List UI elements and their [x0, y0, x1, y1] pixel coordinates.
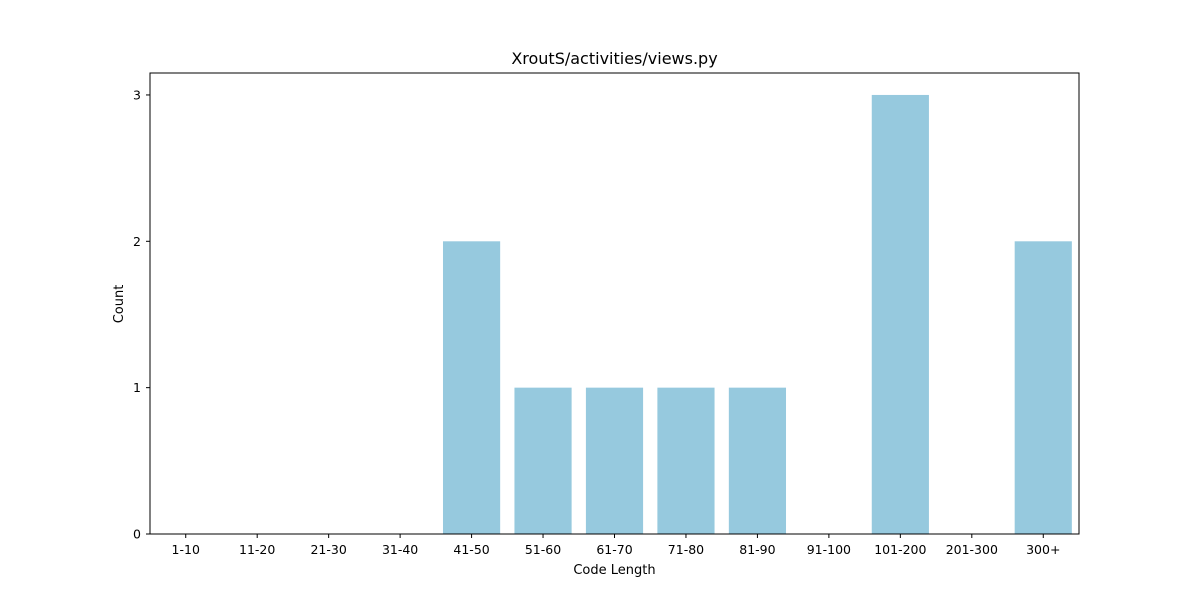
chart-title: XroutS/activities/views.py: [511, 49, 717, 68]
x-tick-label: 41-50: [453, 542, 489, 557]
bar-51-60: [514, 387, 572, 534]
x-tick-label: 51-60: [525, 542, 561, 557]
bar-81-90: [728, 387, 787, 534]
y-tick-label: 3: [133, 87, 141, 102]
x-tick-label: 71-80: [668, 542, 704, 557]
x-tick-label: 81-90: [739, 542, 775, 557]
y-axis-label: Count: [112, 285, 127, 324]
x-axis-label: Code Length: [573, 563, 655, 578]
x-tick-label: 300+: [1026, 542, 1060, 557]
bar-61-70: [585, 387, 644, 534]
x-tick-label: 61-70: [596, 542, 632, 557]
y-axis-ticks: 0 1 2 3: [133, 87, 150, 542]
y-tick-label: 0: [133, 527, 141, 542]
x-tick-label: 201-300: [946, 542, 998, 557]
x-tick-label: 1-10: [172, 542, 200, 557]
bar-101-200: [871, 94, 929, 534]
plot-frame: [149, 72, 1080, 535]
x-tick-label: 11-20: [239, 542, 275, 557]
y-tick-label: 2: [133, 234, 141, 249]
x-tick-label: 31-40: [382, 542, 418, 557]
bar-41-50: [442, 241, 501, 535]
bar-300+: [1014, 241, 1072, 535]
y-tick-label: 1: [133, 380, 141, 395]
x-tick-label: 101-200: [874, 542, 926, 557]
bar-71-80: [657, 387, 715, 534]
bars-layer: [442, 94, 1072, 535]
x-tick-label: 91-100: [807, 542, 851, 557]
x-tick-label: 21-30: [310, 542, 346, 557]
x-axis-ticks: 1-10 11-20 21-30 31-40 41-50 51-60 61-70 71-80 8…: [172, 534, 1060, 557]
